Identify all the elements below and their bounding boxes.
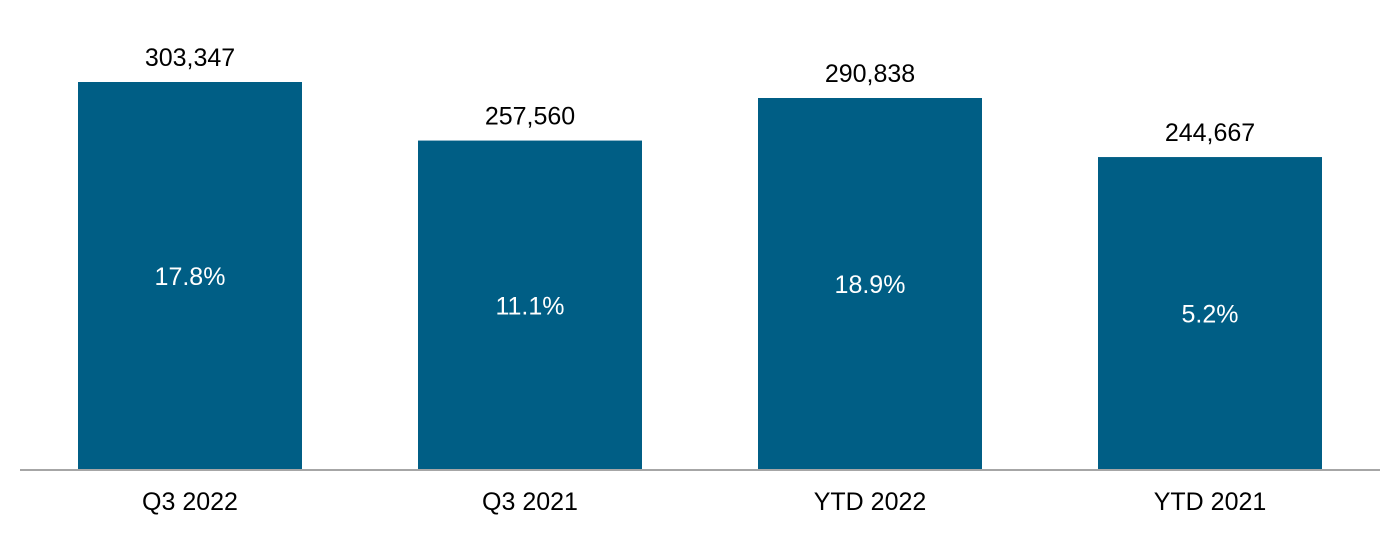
category-label-3: YTD 2021	[1154, 488, 1267, 516]
bar-3	[1098, 157, 1322, 471]
labels-group: 303,347 17.8% Q3 2022 257,560 11.1% Q3 2021 29…	[142, 44, 1266, 516]
inner-label-1: 11.1%	[495, 292, 564, 320]
category-label-2: YTD 2022	[814, 488, 927, 516]
bar-2	[758, 97, 982, 470]
bar-0	[78, 82, 302, 470]
inner-label-3: 5.2%	[1182, 301, 1239, 329]
inner-label-0: 17.8%	[155, 263, 226, 291]
bars-group	[78, 82, 1322, 471]
bar-1	[418, 140, 642, 471]
category-label-1: Q3 2021	[482, 488, 578, 516]
value-label-3: 244,667	[1165, 119, 1255, 147]
inner-label-2: 18.9%	[835, 271, 906, 299]
value-label-1: 257,560	[485, 103, 575, 131]
value-label-0: 303,347	[145, 44, 235, 72]
value-label-2: 290,838	[825, 60, 915, 88]
category-label-0: Q3 2022	[142, 488, 238, 516]
